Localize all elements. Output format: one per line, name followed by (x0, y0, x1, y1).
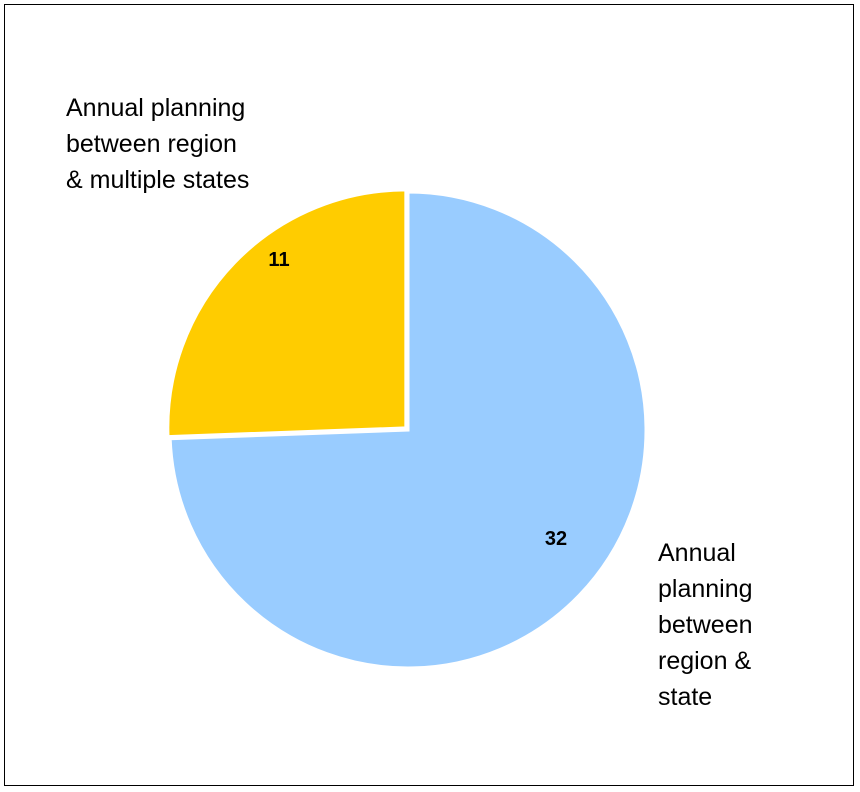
pie-slice-0 (168, 190, 648, 670)
slice-label-region-state: Annual planning between region & state (658, 539, 753, 711)
slice-value-label-1: 11 (268, 249, 289, 271)
slice-value-label-0: 32 (545, 528, 567, 550)
pie-slice-1 (166, 188, 408, 439)
slice-label-multiple-states: Annual planning between region & multipl… (66, 94, 250, 194)
